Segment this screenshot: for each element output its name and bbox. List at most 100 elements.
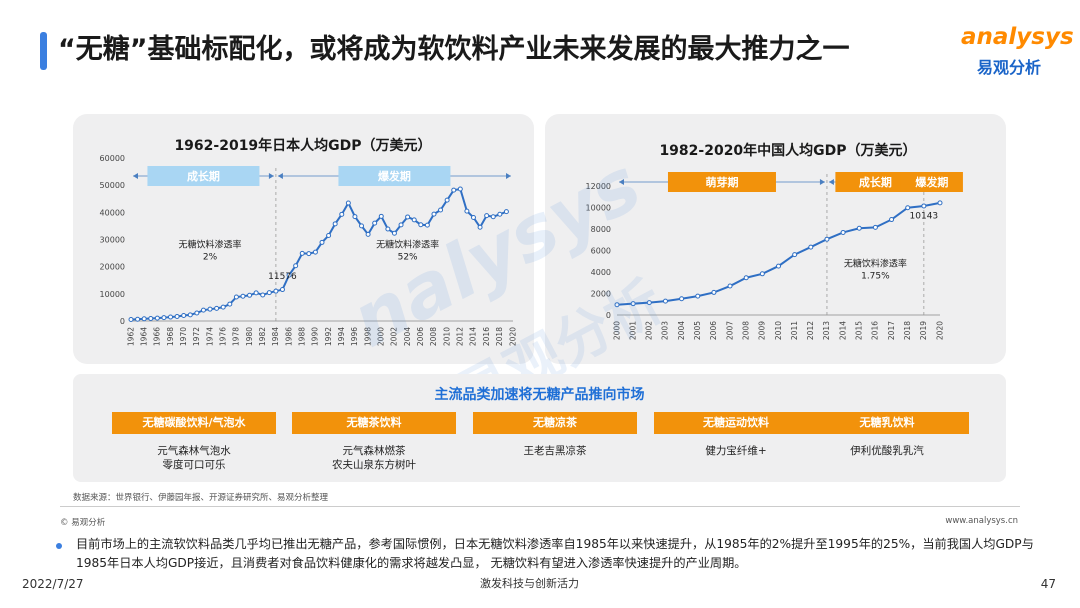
logo-text-en: analysys — [961, 24, 1074, 50]
data-point — [200, 307, 206, 313]
data-point — [905, 205, 911, 211]
data-point — [503, 209, 509, 215]
x-tick-label: 2000 — [377, 327, 386, 346]
category-dairy-items: 伊利优酸乳乳汽 — [850, 445, 924, 457]
analysys-logo: analysys 易观分析 — [955, 24, 1074, 80]
phase-label-box — [835, 172, 916, 192]
japan-gdp-chart: 1962-2019年日本人均GDP（万美元） 0 10000 20000 30000 40… — [100, 137, 518, 346]
category-tea-items: 元气森林燃茶 农夫山泉东方树叶 — [332, 445, 416, 471]
x-tick-label: 2004 — [403, 327, 412, 346]
china-chart-panel: 1982-2020年中国人均GDP（万美元） 0 2000 4000 6000 8000 1… — [545, 114, 1006, 364]
data-point — [247, 292, 253, 298]
japan-chart-panel: 1962-2019年日本人均GDP（万美元） 0 10000 20000 30000 40… — [73, 114, 534, 364]
copyright: © 易观分析 — [60, 518, 106, 528]
data-point — [711, 289, 717, 295]
x-tick-label: 1972 — [192, 327, 201, 346]
x-tick-label: 2020 — [508, 327, 517, 346]
data-point — [148, 316, 154, 322]
page-title: “无糖”基础标配化，或将成为软饮料产业未来发展的最大推力之一 — [58, 34, 850, 65]
data-point — [470, 214, 476, 220]
phase-label-box — [667, 172, 776, 192]
data-point — [339, 211, 345, 217]
data-point — [141, 316, 147, 322]
data-point — [214, 305, 220, 311]
data-point — [286, 272, 292, 278]
website-link[interactable]: www.analysys.cn — [945, 516, 1018, 526]
x-tick-label: 2010 — [774, 321, 783, 340]
data-point — [840, 229, 846, 235]
data-point — [398, 222, 404, 228]
data-point — [154, 315, 160, 321]
chart-annotation: 10143 — [910, 211, 939, 221]
phase-arrow-head — [133, 173, 138, 179]
data-point — [345, 200, 351, 206]
data-point — [220, 304, 226, 310]
x-tick-label: 1984 — [271, 327, 280, 346]
x-tick-label: 2006 — [416, 327, 425, 346]
data-point — [743, 275, 749, 281]
x-tick-label: 2018 — [903, 321, 912, 340]
data-point — [194, 310, 200, 316]
y-tick-label: 0 — [606, 311, 611, 320]
x-tick-label: 2010 — [442, 327, 451, 346]
x-tick-label: 2012 — [456, 327, 465, 346]
data-point — [438, 207, 444, 213]
x-tick-label: 1986 — [284, 327, 293, 346]
summary-note: 目前市场上的主流软饮料品类几乎均已推出无糖产品，参考国际惯例，日本无糖饮料渗透率… — [76, 537, 1034, 570]
phase-label-box — [147, 166, 260, 186]
x-tick-label: 1962 — [126, 327, 135, 346]
data-point — [174, 313, 180, 319]
data-point — [679, 296, 685, 302]
data-point — [444, 197, 450, 203]
phase-label-box — [338, 166, 451, 186]
data-point — [451, 187, 457, 193]
category-carbonated-items: 元气森林气泡水 零度可口可乐 — [157, 445, 231, 471]
x-tick-label: 2014 — [469, 327, 478, 346]
x-tick-label: 2015 — [855, 321, 864, 340]
x-tick-label: 2011 — [790, 321, 799, 340]
data-point — [365, 231, 371, 237]
data-point — [372, 220, 378, 226]
data-point — [233, 294, 239, 300]
data-point — [181, 312, 187, 318]
category-herbal-tea: 无糖凉茶 — [473, 412, 637, 434]
logo-text-cn: 易观分析 — [977, 58, 1042, 77]
data-point — [695, 293, 701, 299]
phase-arrow-head — [268, 173, 274, 179]
category-dairy: 无糖乳饮料 — [805, 412, 969, 434]
x-tick-label: 2014 — [838, 321, 847, 340]
data-point — [405, 214, 411, 220]
x-tick-label: 2013 — [822, 321, 831, 340]
divider — [60, 506, 1020, 507]
title-accent-bar — [40, 32, 47, 70]
x-tick-label: 2016 — [482, 327, 491, 346]
data-point — [411, 217, 417, 223]
y-tick-label: 8000 — [591, 225, 611, 234]
data-point — [872, 224, 878, 230]
x-tick-label: 1988 — [297, 327, 306, 346]
x-tick-label: 2002 — [645, 321, 654, 340]
x-tick-label: 2016 — [871, 321, 880, 340]
data-point — [630, 301, 636, 307]
x-tick-label: 2017 — [887, 321, 896, 340]
data-point — [497, 211, 503, 217]
chart-annotation: 无糖饮料渗透率 — [844, 258, 907, 270]
category-carbonated: 无糖碳酸饮料/气泡水 — [112, 412, 276, 434]
phase-arrow-head — [828, 179, 834, 185]
data-point — [776, 263, 781, 269]
data-point — [306, 251, 312, 257]
data-point — [457, 186, 463, 192]
data-point — [614, 302, 620, 308]
data-point — [359, 223, 365, 229]
data-point — [319, 239, 325, 245]
x-tick-label: 1966 — [153, 327, 162, 346]
market-title: 主流品类加速将无糖产品推向市场 — [434, 387, 645, 403]
x-tick-label: 2000 — [612, 321, 621, 340]
phase-arrow-head — [506, 173, 511, 179]
x-tick-label: 1968 — [166, 327, 175, 346]
x-tick-label: 1980 — [245, 327, 254, 346]
x-tick-label: 2004 — [677, 321, 686, 340]
page-number: 47 — [1040, 577, 1056, 591]
data-point — [253, 290, 259, 296]
data-point — [207, 306, 213, 312]
